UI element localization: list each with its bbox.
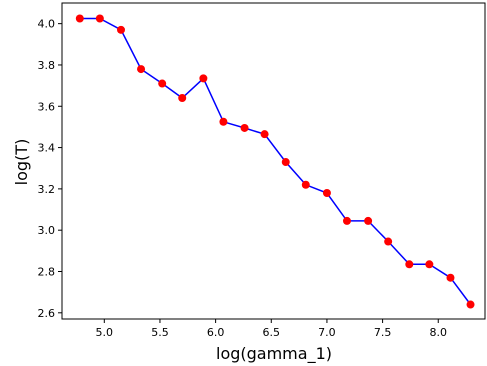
x-tick-label: 6.0 <box>207 326 225 339</box>
data-point <box>425 260 434 269</box>
plot-frame <box>61 2 486 320</box>
y-tick-label: 3.2 <box>38 183 56 196</box>
y-axis-label: log(T) <box>12 139 31 186</box>
data-point <box>240 123 249 132</box>
data-points <box>75 14 475 309</box>
x-axis-label: log(gamma_1) <box>216 344 332 364</box>
y-tick-label: 3.4 <box>38 142 56 155</box>
x-tick-label: 5.5 <box>151 326 169 339</box>
data-point <box>301 180 310 189</box>
y-axis: 2.6 2.8 3.0 3.2 3.4 3.6 3.8 4.0 <box>38 18 62 320</box>
x-tick-label: 7.5 <box>374 326 392 339</box>
y-tick-label: 2.8 <box>38 265 56 278</box>
data-point <box>384 237 393 246</box>
x-axis: 5.0 5.5 6.0 6.5 7.0 7.5 8.0 <box>96 319 447 339</box>
data-point <box>364 216 373 225</box>
data-point <box>342 216 351 225</box>
x-tick-label: 7.0 <box>318 326 336 339</box>
series-line <box>79 17 472 305</box>
data-point <box>116 25 125 34</box>
y-tick-label: 2.6 <box>38 307 56 320</box>
y-tick-label: 3.6 <box>38 100 56 113</box>
data-point <box>405 260 414 269</box>
x-tick-label: 8.0 <box>429 326 447 339</box>
y-tick-label: 3.8 <box>38 59 56 72</box>
data-point <box>260 130 269 139</box>
data-point <box>95 14 104 23</box>
data-point <box>75 14 84 23</box>
y-tick-label: 3.0 <box>38 224 56 237</box>
data-point <box>466 300 475 309</box>
data-point <box>322 189 331 198</box>
x-tick-label: 5.0 <box>96 326 114 339</box>
data-point <box>199 74 208 83</box>
data-point <box>219 117 228 126</box>
y-tick-label: 4.0 <box>38 18 56 31</box>
data-point <box>137 65 146 74</box>
data-point <box>281 158 290 167</box>
x-tick-label: 6.5 <box>263 326 281 339</box>
data-point <box>178 94 187 103</box>
data-point <box>446 273 455 282</box>
data-point <box>158 79 167 88</box>
